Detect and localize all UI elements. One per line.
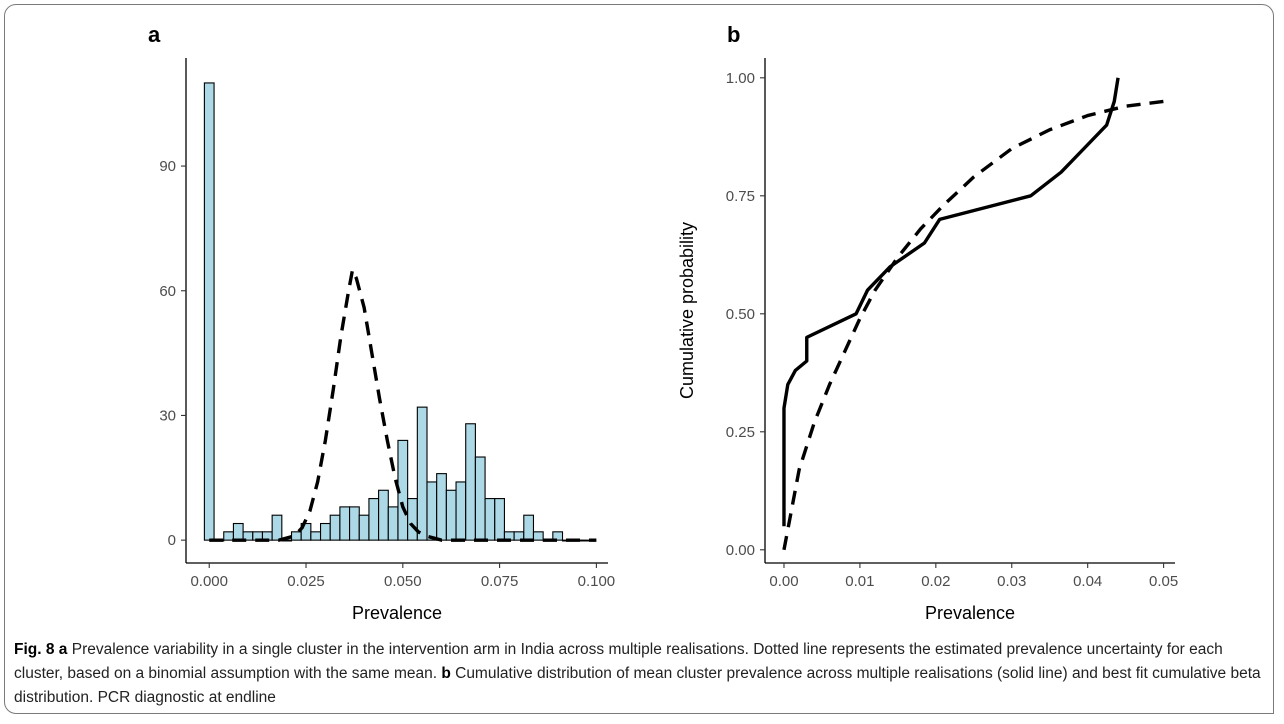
chart-a-bar [426,481,438,541]
chart-a-bar [465,423,476,541]
chart-a-bar [223,531,234,541]
chart-a-bar [290,531,302,541]
figure-caption: Fig. 8 a Prevalence variability in a sin… [14,638,1264,710]
chart-a-x-tick-label: 0.000 [190,573,228,590]
chart-b-x-axis-label: Prevalence [925,603,1015,623]
chart-a-bar [387,506,399,541]
chart-a-bar [494,498,505,541]
figure-number: Fig. 8 [14,641,55,658]
chart-a-bar [378,489,389,541]
chart-b-y-tick-label: 1.00 [726,70,755,87]
caption-panel-a-text: Prevalence variability in a single clust… [14,641,1223,682]
chart-a-bar [407,498,418,541]
chart-a-bar [484,498,496,541]
chart-a-bar [368,498,380,541]
chart-a-bar [523,514,535,541]
chart-a-x-tick-label: 0.075 [481,573,519,590]
chart-b-y-tick-label: 0.75 [726,188,755,205]
chart-b-x-tick-label: 0.04 [1073,573,1102,590]
chart-b-y-tick-label: 0.50 [726,306,755,323]
chart-a-bar [310,531,322,541]
caption-panel-a-label: a [58,641,68,658]
chart-a-bar [474,456,486,541]
chart-b-y-tick-label: 0.00 [726,542,755,559]
chart-a-y-tick-label: 30 [159,407,176,424]
chart-a-bar [455,481,467,541]
chart-b-x-tick-label: 0.01 [845,573,874,590]
caption-panel-b-text: Cumulative distribution of mean cluster … [14,665,1261,706]
chart-b-solid-line [782,77,1120,527]
chart-a-dashed-line [209,268,597,542]
chart-a-bar [445,489,457,541]
chart-a-bar [232,522,244,541]
chart-b-panel-letter: b [727,22,740,47]
chart-a-panel-letter: a [148,22,161,47]
chart-b-dashed-line [782,99,1164,551]
chart-a-bar [271,514,283,541]
chart-a-x-tick-label: 0.050 [384,573,422,590]
chart-b-x-tick-label: 0.00 [769,573,798,590]
figure-frame [4,4,1274,714]
chart-a-bar [203,82,215,541]
chart-b-x-tick-label: 0.05 [1149,573,1178,590]
chart-a-bar [329,514,341,541]
chart-a-x-tick-label: 0.100 [578,573,616,590]
chart-a-bar [416,406,428,541]
chart-a-bar [339,506,351,541]
chart-a-bar [349,506,360,541]
chart-b-x-tick-label: 0.03 [997,573,1026,590]
caption-panel-b-label: b [441,665,451,682]
chart-a-bar [532,531,544,541]
chart-a-x-tick-label: 0.025 [287,573,325,590]
chart-a-bar [358,514,370,541]
panel-b: b 0.00 0.25 0.50 0.75 1.00 0.00 0.01 0.02 0.03 0.0… [677,22,1178,623]
chart-a-bar [436,473,447,541]
chart-a-y-tick-label: 90 [159,158,176,175]
chart-a-bar [319,522,331,541]
panel-a: a 0 30 60 90 0.000 0.025 0.050 0.075 0.100 Prevale… [148,22,615,623]
chart-b-y-tick-label: 0.25 [726,424,755,441]
chart-b-y-axis-label: Cumulative probability [677,222,697,399]
chart-a-y-tick-label: 60 [159,283,176,300]
chart-a-y-tick-label: 0 [168,532,176,549]
chart-a-bar [552,531,564,541]
chart-a-x-axis-label: Prevalence [352,603,442,623]
chart-b-x-tick-label: 0.02 [921,573,950,590]
